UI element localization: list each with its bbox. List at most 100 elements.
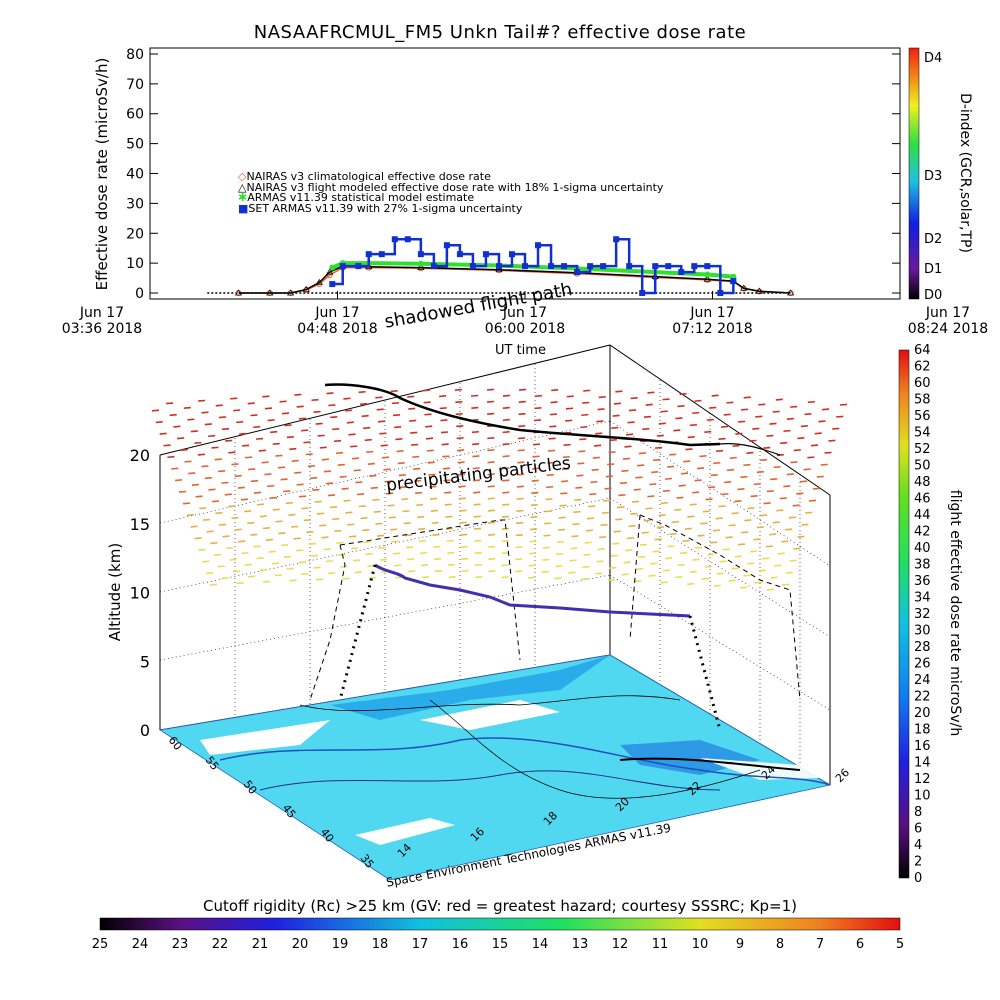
particle-dash [639,543,647,546]
particle-dash [289,579,297,582]
particle-dash [473,515,481,518]
particle-dash [408,570,416,573]
particle-dash [358,390,366,394]
particle-dash [296,483,304,486]
particle-dash [593,444,602,447]
particle-dash [709,406,717,409]
particle-dash [790,405,798,408]
particle-dash [177,437,185,440]
particle-dash [770,576,778,579]
particle-dash [349,535,357,538]
particle-dash [364,438,372,442]
particle-dash [559,504,567,507]
particle-dash [568,571,576,574]
particle-dash [586,517,595,520]
data-point-set-armas [678,269,685,276]
particle-dash [238,540,246,543]
particle-dash [687,436,695,439]
particle-dash [611,426,619,430]
particle-dash [332,517,340,521]
particle-dash [796,492,804,495]
particle-dash [337,463,345,466]
particle-dash [394,426,402,429]
particle-dash [387,504,395,507]
x-tick-label: Jun 17 [925,305,970,321]
particle-dash [653,458,661,462]
particle-dash [622,457,631,460]
particle-dash [408,407,416,410]
particle-dash [502,467,510,470]
particle-dash [269,496,278,499]
legend-item: △NAIRAS v3 flight modeled effective dose… [238,182,663,194]
particle-dash [545,498,553,501]
cutoff-rigidity-label: Cutoff rigidity (Rc) >25 km (GV: red = g… [203,897,797,915]
particle-dash [664,477,673,480]
series-line-1 [238,265,791,294]
particle-dash [474,539,482,542]
particle-dash [221,481,229,484]
particle-dash [265,538,273,541]
particle-dash [346,421,354,424]
particle-dash [426,449,434,452]
rigidity-tick-label: 15 [492,937,509,952]
particle-dash [822,408,830,411]
particle-dash [634,580,642,583]
particle-dash [425,437,434,440]
particle-dash [447,551,455,554]
particle-dash [517,461,525,464]
particle-dash [314,500,322,503]
particle-dash [790,461,798,464]
particle-dash [375,522,383,525]
particle-dash [473,503,481,506]
particle-dash [386,492,394,495]
particle-dash [615,518,623,521]
particle-dash [570,547,578,550]
rigidity-tick-label: 6 [856,937,864,952]
particle-dash [343,499,351,502]
particle-dash [713,584,721,587]
particle-dash [336,541,344,544]
particle-dash [711,394,719,397]
particle-dash [248,575,256,578]
particle-dash [763,446,771,449]
particle-dash [434,557,442,561]
particle-dash [447,563,456,567]
particle-dash [519,388,527,391]
particle-dash [633,488,641,491]
particle-dash [515,558,523,561]
particle-dash [528,564,536,567]
particle-dash [347,523,355,526]
particle-dash [779,497,787,500]
particle-dash [365,552,373,556]
particle-dash [783,485,791,488]
dose-rate-tick-label: 10 [914,789,931,804]
particle-dash [472,479,481,482]
particle-dash [816,475,824,478]
legend-label: NAIRAS v3 climatological effective dose … [246,170,491,183]
particle-dash [517,473,525,476]
particle-dash [619,481,627,485]
particle-dash [769,533,777,536]
particle-dash [772,410,780,413]
rigidity-tick-label: 16 [452,937,469,952]
particle-dash [262,580,271,583]
particle-dash [328,404,336,407]
particle-dash [348,433,356,436]
particle-dash [650,562,658,565]
y-tick-label: 40 [126,167,144,183]
particle-dash [544,510,552,513]
particle-dash [558,516,566,519]
particle-dash [369,576,377,580]
particle-dash [305,453,313,456]
dose-rate-tick-label: 16 [914,739,931,754]
x-tick-label: Jun 17 [502,305,547,321]
particle-dash [312,488,320,491]
d-index-tick-label: D1 [924,262,942,277]
particle-dash [805,511,813,514]
data-point-nairas-flight [287,289,295,296]
particle-dash [397,462,405,465]
particle-dash [820,463,828,466]
particle-dash [621,469,629,472]
rigidity-tick-label: 14 [532,937,549,952]
x-tick-label: Jun 17 [689,305,734,321]
